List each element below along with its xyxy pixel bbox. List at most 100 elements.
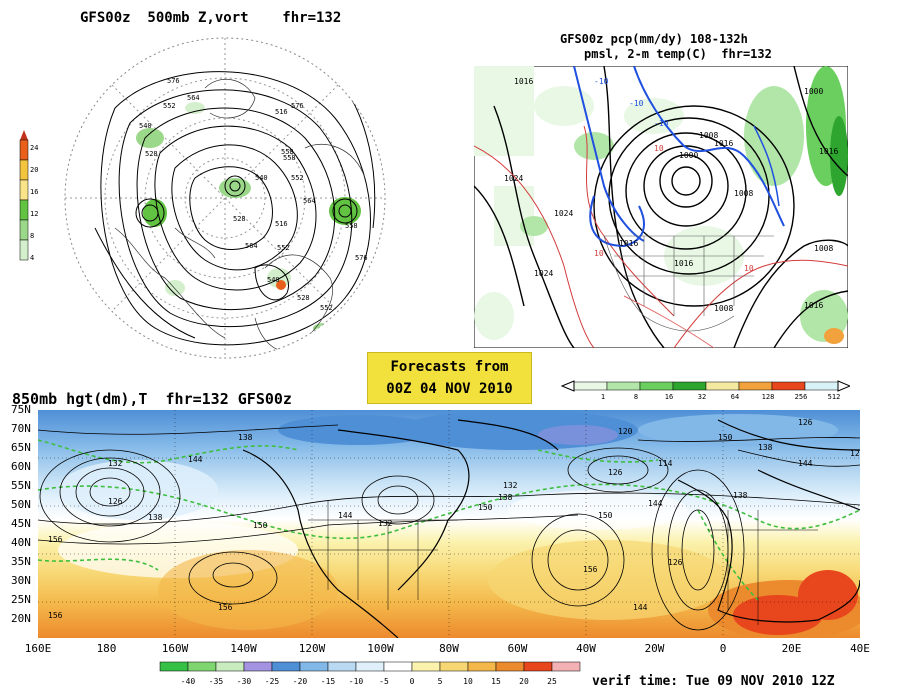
temperature-legend-swatch: [327, 661, 357, 672]
global-height-label: 156: [48, 611, 63, 620]
latitude-label: 25N: [11, 593, 31, 606]
regional-pmsl-map: 1016102410241008100010161008101610161024…: [474, 66, 848, 348]
regional-contour-label: -10: [629, 99, 644, 108]
global-height-label: 138: [238, 433, 253, 442]
temperature-legend-label: -25: [265, 677, 280, 686]
vorticity-legend-label: 24: [30, 144, 38, 152]
temperature-legend-swatch: [495, 661, 525, 672]
coastlines-850: [242, 419, 860, 638]
precip-legend-swatch: [639, 381, 674, 391]
latitude-label: 50N: [11, 498, 31, 511]
polar-500mb-map: 5765645525405285165765585585525405645285…: [64, 37, 386, 359]
polar-contour-label: 564: [187, 94, 200, 102]
global-height-label: 138: [733, 491, 748, 500]
global-map-title: 850mb hgt(dm),T fhr=132 GFS00z: [12, 390, 292, 408]
vorticity-legend-label: 20: [30, 166, 38, 174]
latitude-label: 40N: [11, 536, 31, 549]
temperature-legend-label: 5: [438, 677, 443, 686]
polar-contour-label: 552: [291, 174, 304, 182]
precip-legend-swatch: [573, 381, 608, 391]
precip-legend-swatch: [705, 381, 740, 391]
polar-contour-label: 540: [139, 122, 152, 130]
polar-contour-label: 516: [275, 220, 288, 228]
precip-legend-label: 16: [665, 393, 673, 400]
height-contours-850: [38, 424, 860, 631]
vorticity-legend-swatch: [19, 159, 29, 181]
regional-contour-label: 10: [594, 249, 604, 258]
regional-contour-label: 1024: [534, 269, 553, 278]
polar-coastlines: [114, 79, 366, 351]
temperature-legend-label: -30: [237, 677, 252, 686]
global-height-label: 138: [148, 513, 163, 522]
latitude-label: 75N: [11, 403, 31, 416]
precip-legend-label: 32: [698, 393, 706, 400]
regional-contour-label: 1016: [714, 139, 733, 148]
polar-contour-label: 552: [163, 102, 176, 110]
vorticity-legend-swatch: [19, 179, 29, 201]
polar-map-title: GFS00z 500mb Z,vort fhr=132: [80, 10, 342, 26]
latitude-label: 65N: [11, 441, 31, 454]
polar-contour-label: 528: [233, 215, 246, 223]
isobars: [474, 66, 848, 348]
global-height-label: 156: [583, 565, 598, 574]
latitude-label: 45N: [11, 517, 31, 530]
regional-contour-label: 1024: [554, 209, 573, 218]
global-height-label: 126: [668, 558, 683, 567]
longitude-label: 0: [719, 642, 727, 655]
regional-contour-label: 1000: [804, 87, 823, 96]
global-height-label: 150: [253, 521, 268, 530]
temperature-legend-swatch: [159, 661, 189, 672]
regional-contour-label: 1016: [804, 301, 823, 310]
global-height-label: 138: [498, 493, 513, 502]
latitude-label: 55N: [11, 479, 31, 492]
precip-legend-label: 512: [828, 393, 841, 400]
regional-contour-label: 1016: [619, 239, 638, 248]
temperature-legend-swatch: [187, 661, 217, 672]
precip-legend-swatch: [738, 381, 773, 391]
precip-legend: 1 8 16 32 64 128 256 512: [560, 380, 850, 400]
vorticity-legend-label: 8: [30, 232, 34, 240]
forecast-box-line1: Forecasts from: [390, 359, 509, 375]
latitude-label: 70N: [11, 422, 31, 435]
forecast-time-box: Forecasts from 00Z 04 NOV 2010: [367, 352, 532, 404]
polar-contour-label: 552: [277, 244, 290, 252]
regional-contour-label: 1024: [504, 174, 523, 183]
temperature-legend-swatch: [383, 661, 413, 672]
precip-legend-label: 128: [762, 393, 775, 400]
global-height-label: 150: [718, 433, 733, 442]
height-contours: [94, 71, 376, 346]
temperature-legend-swatch: [299, 661, 329, 672]
regional-map-title-line2: pmsl, 2-m temp(C) fhr=132: [584, 47, 772, 61]
temperature-legend-label: -10: [349, 677, 364, 686]
vorticity-legend: 24 20 16 12 8 4: [19, 130, 38, 262]
regional-contour-label: 10: [744, 264, 754, 273]
vorticity-legend-arrow: [20, 130, 28, 140]
global-height-label: 114: [658, 459, 673, 468]
polar-contour-label: 552: [320, 304, 333, 312]
temperature-legend-label: -15: [321, 677, 336, 686]
temperature-legend-label: 0: [410, 677, 415, 686]
longitude-label: 100W: [367, 642, 394, 655]
precip-legend-label: 64: [731, 393, 739, 400]
regional-contour-label: 1008: [734, 189, 753, 198]
precip-legend-label: 256: [795, 393, 808, 400]
temperature-legend-swatch: [439, 661, 469, 672]
regional-contour-label: 1008: [699, 131, 718, 140]
temperature-legend-label: 20: [519, 677, 529, 686]
latitude-label: 30N: [11, 574, 31, 587]
temperature-legend-swatch: [215, 661, 245, 672]
regional-contour-label: 1000: [679, 151, 698, 160]
longitude-label: 60W: [507, 642, 528, 655]
global-height-label: 144: [648, 499, 663, 508]
vorticity-legend-swatch: [19, 139, 29, 161]
global-height-label: 126: [108, 497, 123, 506]
forecast-box-line2: 00Z 04 NOV 2010: [386, 381, 513, 397]
temperature-legend: -40 -35 -30 -25 -20 -15 -10 -5 0 5 10 15 20 25: [159, 661, 581, 686]
temperature-legend-swatch: [243, 661, 273, 672]
temperature-legend-swatch: [411, 661, 441, 672]
temperature-legend-swatch: [523, 661, 553, 672]
temperature-legend-swatch: [271, 661, 301, 672]
regional-contour-label: 1016: [514, 77, 533, 86]
regional-boundaries: [603, 235, 774, 332]
precip-legend-swatch: [771, 381, 806, 391]
